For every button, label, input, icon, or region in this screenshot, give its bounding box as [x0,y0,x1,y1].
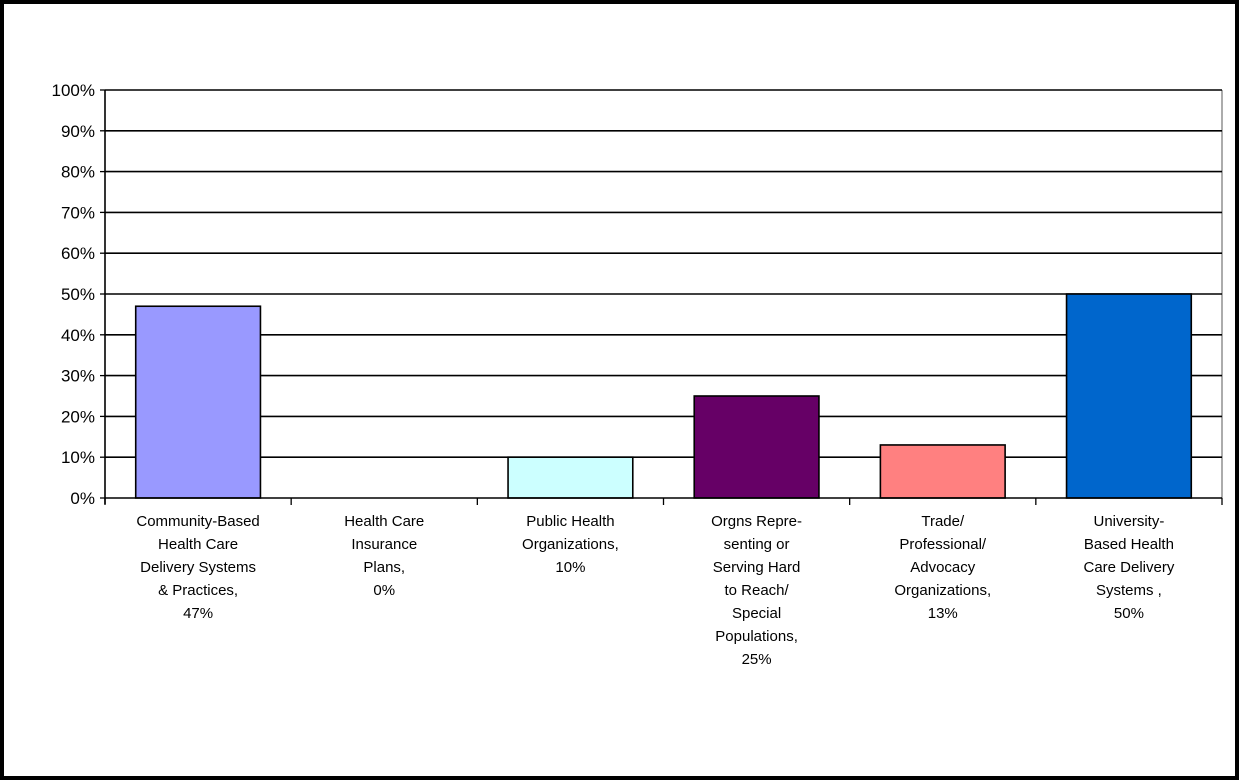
y-tick-label: 100% [52,81,95,100]
bar-chart: 0% 10% 20% 30% 40% 50% 60% 70% 80% 90% 100% Commun… [52,81,1223,668]
y-tick-label: 20% [61,407,95,426]
category-label: Health Care Insurance Plans, 0% [344,513,424,599]
category-label: Public Health Organizations, 10% [522,513,619,576]
axes [100,89,1223,505]
bar [134,305,262,499]
y-tick-label: 70% [61,203,95,222]
bars [134,293,1193,499]
y-tick-labels: 0% 10% 20% 30% 40% 50% 60% 70% 80% 90% 100% [52,81,95,508]
category-label: University-Based Health Care Delivery Syst… [1083,513,1174,622]
gridlines [105,89,1223,498]
bar [693,395,820,499]
category-label: Trade/Professional/Advocacy Organizations… [894,513,991,622]
y-tick-label: 40% [61,326,95,345]
y-tick-label: 30% [61,367,95,386]
category-label: Orgns Repre-senting or Serving Hard to Rea… [711,513,802,668]
y-tick-label: 50% [61,285,95,304]
category-labels: Community-Based Health Care Delivery Syste… [136,513,1174,668]
y-tick-label: 90% [61,122,95,141]
category-label: Community-Based Health Care Delivery Syste… [136,513,259,622]
y-tick-label: 0% [70,489,95,508]
y-tick-label: 80% [61,163,95,182]
y-tick-label: 60% [61,244,95,263]
bar [879,444,1006,499]
y-tick-label: 10% [61,448,95,467]
bar [1065,293,1193,499]
bar [507,456,634,499]
